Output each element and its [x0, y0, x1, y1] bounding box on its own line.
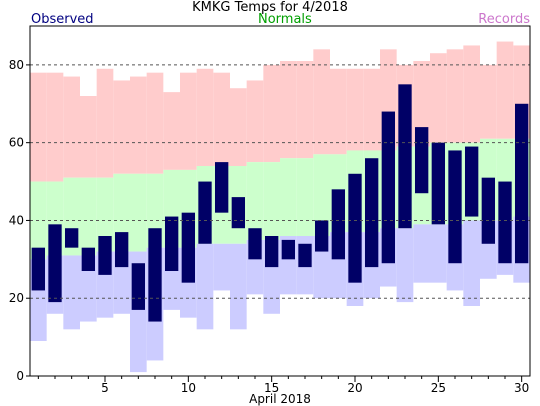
- record-high-bar: [180, 72, 197, 170]
- record-low-bar: [196, 243, 214, 330]
- record-high-bar: [30, 72, 47, 182]
- axes-layer: 0 20 40 60 80 5 10 15 20 25 30: [9, 58, 530, 395]
- y-tick-label: 40: [9, 213, 24, 227]
- record-high-bar: [96, 68, 114, 178]
- normal-bar: [130, 173, 147, 252]
- x-tick-label: 15: [264, 381, 279, 395]
- bars-layer: [30, 41, 530, 373]
- observed-bar: [498, 181, 512, 264]
- x-tick-label: 5: [101, 381, 109, 395]
- record-high-bar: [246, 80, 264, 163]
- record-high-bar: [463, 45, 480, 143]
- normal-bar: [263, 162, 280, 240]
- record-high-bar: [163, 92, 180, 170]
- x-tick-label: 10: [181, 381, 196, 395]
- legend-normals: Normals: [258, 12, 312, 27]
- normal-bar: [246, 162, 264, 240]
- observed-bar: [81, 247, 95, 271]
- record-low-bar: [413, 224, 430, 283]
- observed-bar: [431, 142, 445, 225]
- record-low-bar: [430, 224, 447, 283]
- observed-bar: [415, 127, 429, 194]
- record-low-bar: [396, 228, 414, 303]
- record-low-bar: [80, 255, 97, 322]
- record-high-bar: [496, 41, 514, 139]
- observed-bar: [198, 181, 212, 244]
- record-high-bar: [263, 64, 280, 163]
- normal-bar: [80, 177, 97, 256]
- observed-bar: [331, 189, 345, 260]
- observed-bar: [48, 224, 62, 303]
- record-low-bar: [463, 220, 480, 306]
- observed-bar: [65, 228, 79, 248]
- record-high-bar: [363, 68, 380, 151]
- normal-bar: [113, 173, 130, 252]
- observed-bar: [348, 173, 362, 283]
- record-high-bar: [313, 49, 330, 155]
- observed-bar: [215, 162, 229, 213]
- record-high-bar: [213, 72, 230, 166]
- observed-bar: [31, 247, 45, 291]
- legend-records: Records: [478, 12, 530, 27]
- observed-bar: [115, 232, 129, 268]
- normal-bar: [296, 158, 314, 236]
- y-tick-label: 0: [16, 369, 24, 383]
- record-high-bar: [80, 96, 97, 178]
- y-tick-label: 80: [9, 58, 24, 72]
- record-high-bar: [230, 88, 247, 166]
- observed-bar: [98, 236, 112, 275]
- record-high-bar: [46, 72, 64, 182]
- normal-bar: [96, 177, 114, 252]
- record-high-bar: [280, 61, 297, 159]
- observed-bar: [298, 243, 312, 268]
- x-axis-label: April 2018: [249, 392, 311, 406]
- observed-bar: [398, 84, 412, 229]
- y-tick-label: 60: [9, 136, 24, 150]
- record-high-bar: [480, 64, 497, 139]
- record-high-bar: [413, 61, 430, 147]
- x-tick-label: 25: [431, 381, 446, 395]
- observed-bar: [315, 220, 329, 252]
- observed-bar: [181, 212, 195, 283]
- observed-bar: [248, 228, 262, 260]
- record-high-bar: [63, 76, 80, 178]
- grid-layer: [30, 64, 530, 299]
- observed-bar: [381, 111, 395, 264]
- record-high-bar: [196, 68, 214, 166]
- observed-bar: [481, 177, 495, 244]
- observed-bar: [165, 216, 179, 271]
- record-low-bar: [63, 255, 80, 330]
- plot-frame: [29, 25, 531, 377]
- observed-bar: [131, 263, 145, 310]
- record-high-bar: [146, 72, 164, 174]
- normal-bar: [280, 158, 297, 236]
- observed-bar: [365, 158, 379, 268]
- record-low-bar: [213, 243, 230, 291]
- record-high-bar: [430, 53, 447, 143]
- record-low-bar: [230, 243, 247, 330]
- x-tick-label: 30: [514, 381, 529, 395]
- observed-bar: [231, 197, 245, 229]
- observed-bar: [465, 146, 479, 217]
- observed-bar: [148, 228, 162, 322]
- legend-observed: Observed: [31, 12, 94, 27]
- observed-bar: [265, 236, 279, 268]
- record-high-bar: [296, 61, 314, 159]
- record-high-bar: [446, 49, 464, 143]
- observed-bar: [448, 150, 462, 264]
- x-tick-label: 20: [347, 381, 362, 395]
- observed-bar: [281, 239, 295, 260]
- record-high-bar: [130, 76, 147, 174]
- y-tick-label: 20: [9, 291, 24, 305]
- normal-bar: [313, 154, 330, 236]
- record-high-bar: [346, 68, 364, 151]
- chart-title: KMKG Temps for 4/2018: [192, 0, 348, 15]
- observed-bar: [515, 103, 529, 264]
- record-high-bar: [113, 80, 130, 174]
- record-high-bar: [330, 68, 347, 155]
